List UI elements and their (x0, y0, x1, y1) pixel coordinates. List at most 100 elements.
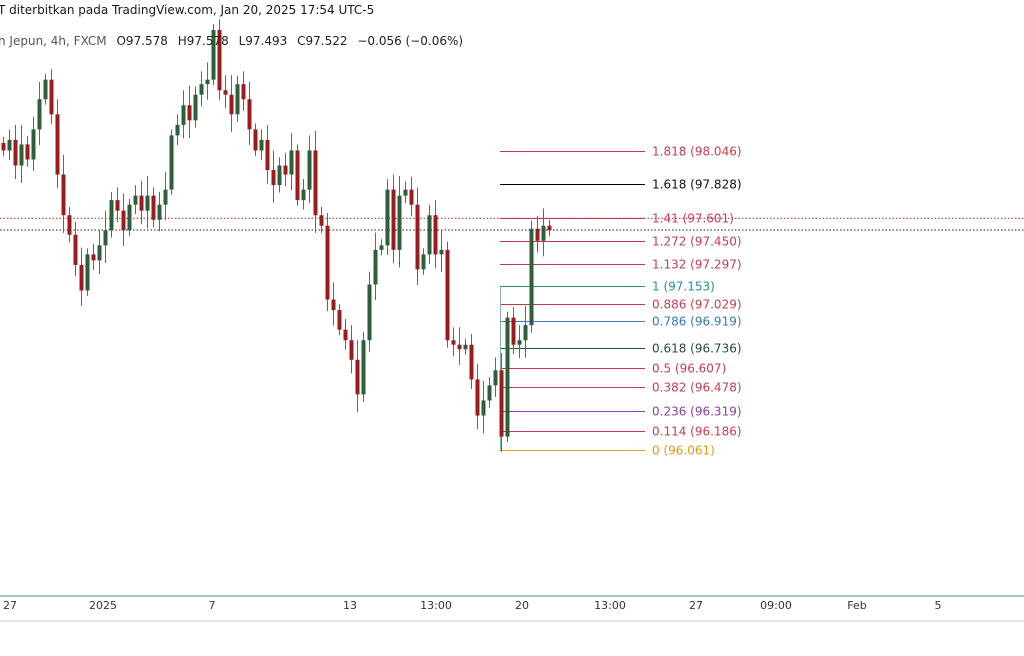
candle-body (247, 99, 252, 130)
candle-body (217, 29, 222, 91)
candle-body (355, 359, 360, 395)
candle-body (505, 317, 510, 437)
x-tick-label: Feb (847, 599, 867, 612)
candle (337, 304, 342, 336)
candle (187, 85, 192, 138)
candle-body (409, 189, 414, 205)
candle-body (445, 249, 450, 341)
candle (55, 99, 60, 189)
candle (103, 210, 108, 263)
candle-body (547, 225, 552, 231)
candle-body (151, 195, 156, 220)
candle-body (85, 254, 90, 291)
candle (265, 124, 270, 184)
candle (223, 75, 228, 109)
candle-body (415, 204, 420, 270)
fib-level-label: 0 (96.061) (652, 444, 715, 458)
candle-body (325, 225, 330, 300)
candle (145, 176, 150, 229)
candle-body (61, 174, 66, 216)
candle (427, 204, 432, 264)
candle-body (109, 200, 114, 231)
x-tick-label: 20 (515, 599, 529, 612)
candle (529, 220, 534, 333)
candle (97, 230, 102, 274)
candle (475, 364, 480, 430)
fib-level-label: 0.382 (96.478) (652, 381, 742, 395)
fib-level-label: 0.5 (96.607) (652, 362, 726, 376)
candle-body (403, 189, 408, 196)
candle-body (175, 124, 180, 136)
candle (61, 154, 66, 233)
candle (493, 357, 498, 397)
candle (469, 334, 474, 389)
candle (193, 86, 198, 128)
candle-body (97, 245, 102, 261)
candle (535, 215, 540, 253)
candle-body (19, 144, 24, 166)
candle (325, 212, 330, 312)
candle-body (439, 249, 444, 255)
candle (391, 174, 396, 264)
candle-body (313, 150, 318, 216)
candle-body (361, 340, 366, 395)
candle-body (163, 189, 168, 205)
candle (517, 325, 522, 359)
candle-body (55, 114, 60, 175)
candle-body (475, 379, 480, 416)
candle (457, 327, 462, 365)
candle (217, 19, 222, 100)
symbol-info[interactable]: n Jepun, 4h, FXCM (0, 34, 107, 48)
candle (367, 271, 372, 352)
candle (397, 176, 402, 268)
candle-body (277, 165, 282, 186)
candle (163, 172, 168, 221)
publish-info: T diterbitkan pada TradingView.com, Jan … (0, 3, 375, 17)
candle (277, 157, 282, 193)
fib-level-label: 1.818 (98.046) (652, 145, 742, 159)
candle-body (67, 215, 72, 235)
candle-body (265, 139, 270, 171)
candle-body (49, 79, 54, 115)
candle (79, 247, 84, 307)
candle-body (421, 254, 426, 270)
candle (523, 305, 528, 358)
candle (253, 123, 258, 156)
candle-body (121, 210, 126, 231)
candle-body (13, 139, 18, 166)
candles (1, 19, 552, 453)
candle-body (541, 225, 546, 241)
candle (343, 319, 348, 350)
candle-body (253, 129, 258, 151)
candle (433, 200, 438, 268)
fib-level-label: 0.886 (97.029) (652, 298, 742, 312)
candle-body (145, 195, 150, 211)
candle-body (229, 94, 234, 115)
candle (169, 129, 174, 196)
fib-level-label: 0.236 (96.319) (652, 405, 742, 419)
fib-level-label: 1.132 (97.297) (652, 258, 742, 272)
candle-body (397, 195, 402, 250)
candle-body (535, 228, 540, 241)
candle (31, 116, 36, 172)
candle (355, 340, 360, 413)
candle-body (523, 325, 528, 341)
candle (541, 208, 546, 257)
candle-body (115, 200, 120, 211)
candle-body (73, 234, 78, 265)
symbol-legend: n Jepun, 4h, FXCM O97.578 H97.578 L97.49… (0, 34, 469, 48)
candle (385, 179, 390, 255)
candle-body (481, 400, 486, 416)
candle (43, 73, 48, 105)
x-tick-label: 27 (3, 599, 17, 612)
x-tick-label: 27 (689, 599, 703, 612)
candle-body (385, 189, 390, 246)
candle (403, 181, 408, 204)
candle-body (319, 215, 324, 226)
candle (127, 198, 132, 236)
candle (283, 152, 288, 187)
candle (289, 133, 294, 191)
candle (463, 338, 468, 355)
candle-body (25, 144, 30, 160)
